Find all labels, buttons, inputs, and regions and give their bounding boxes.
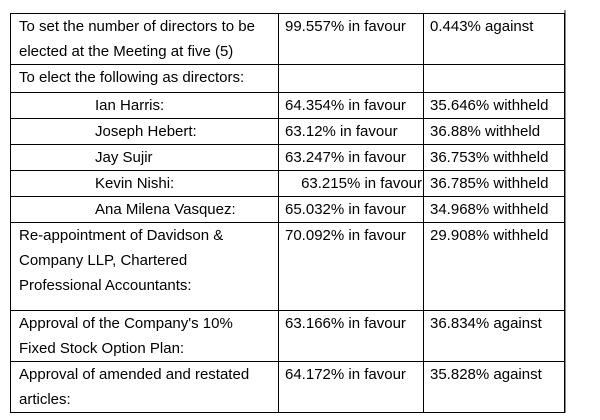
voting-results-table: To set the number of directors to be ele… bbox=[10, 13, 565, 413]
favour-cell: 63.12% in favour bbox=[278, 118, 424, 145]
favour-cell: 99.557% in favour bbox=[278, 13, 424, 65]
table-row-director-jay-sujir: Jay Sujir 63.247% in favour 36.753% with… bbox=[10, 144, 565, 171]
table-row-director-joseph-hebert: Joseph Hebert: 63.12% in favour 36.88% w… bbox=[10, 118, 565, 145]
description-cell: Jay Sujir bbox=[10, 144, 279, 171]
description-cell: Ana Milena Vasquez: bbox=[10, 196, 279, 223]
table-row-director-kevin-nishi: Kevin Nishi: 63.215% in favour 36.785% w… bbox=[10, 170, 565, 197]
favour-cell: 63.247% in favour bbox=[278, 144, 424, 171]
against-cell: 29.908% withheld bbox=[423, 222, 565, 311]
favour-cell: 64.172% in favour bbox=[278, 361, 424, 413]
description-cell: Approval of amended and restated article… bbox=[10, 361, 279, 413]
description-cell: To set the number of directors to be ele… bbox=[10, 13, 279, 65]
table-row-director-ana-milena-vasquez: Ana Milena Vasquez: 65.032% in favour 34… bbox=[10, 196, 565, 223]
against-cell bbox=[423, 64, 565, 93]
description-cell: Joseph Hebert: bbox=[10, 118, 279, 145]
page-edge-line bbox=[564, 10, 566, 413]
favour-cell bbox=[278, 64, 424, 93]
against-cell: 0.443% against bbox=[423, 13, 565, 65]
table-row-elect-directors-heading: To elect the following as directors: bbox=[10, 64, 565, 93]
table-row-amended-articles: Approval of amended and restated article… bbox=[10, 361, 565, 413]
favour-cell: 63.215% in favour bbox=[278, 170, 424, 197]
table-row-set-directors: To set the number of directors to be ele… bbox=[10, 13, 565, 65]
favour-cell: 70.092% in favour bbox=[278, 222, 424, 311]
favour-cell: 64.354% in favour bbox=[278, 92, 424, 119]
table-row-director-ian-harris: Ian Harris: 64.354% in favour 35.646% wi… bbox=[10, 92, 565, 119]
description-cell: Re-appointment of Davidson & Company LLP… bbox=[10, 222, 279, 311]
against-cell: 36.753% withheld bbox=[423, 144, 565, 171]
table-row-reappoint-auditors: Re-appointment of Davidson & Company LLP… bbox=[10, 222, 565, 311]
against-cell: 36.785% withheld bbox=[423, 170, 565, 197]
description-cell: Kevin Nishi: bbox=[10, 170, 279, 197]
description-cell: To elect the following as directors: bbox=[10, 64, 279, 93]
against-cell: 35.646% withheld bbox=[423, 92, 565, 119]
description-cell: Ian Harris: bbox=[10, 92, 279, 119]
against-cell: 36.834% against bbox=[423, 310, 565, 362]
against-cell: 35.828% against bbox=[423, 361, 565, 413]
favour-cell: 63.166% in favour bbox=[278, 310, 424, 362]
table-row-stock-option-plan: Approval of the Company's 10% Fixed Stoc… bbox=[10, 310, 565, 362]
against-cell: 34.968% withheld bbox=[423, 196, 565, 223]
description-cell: Approval of the Company's 10% Fixed Stoc… bbox=[10, 310, 279, 362]
favour-cell: 65.032% in favour bbox=[278, 196, 424, 223]
against-cell: 36.88% withheld bbox=[423, 118, 565, 145]
